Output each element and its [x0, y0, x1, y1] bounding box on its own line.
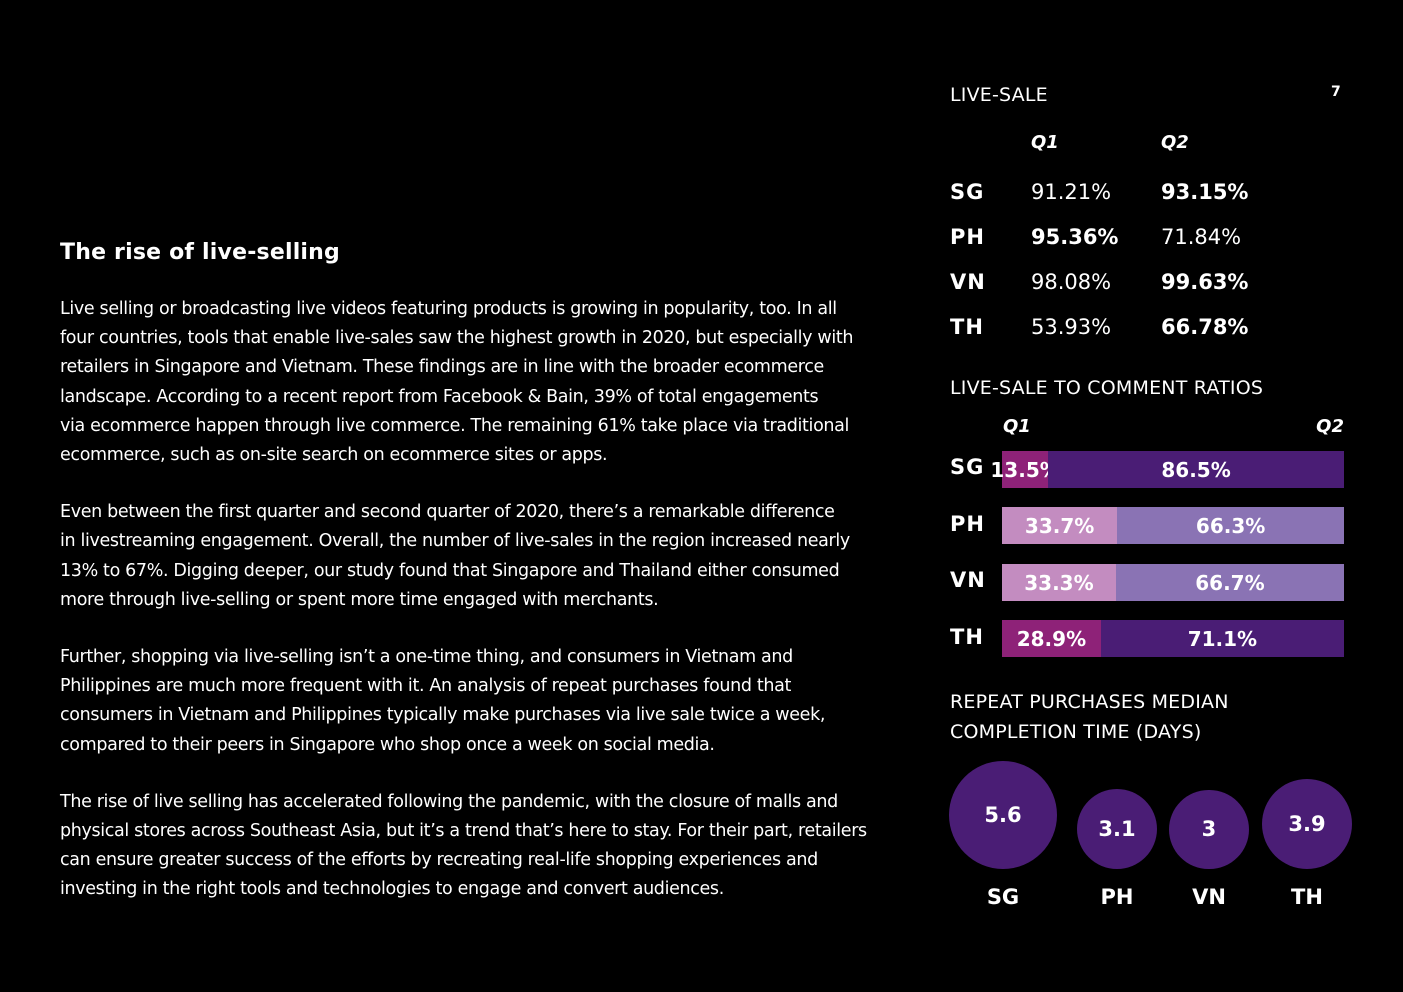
live-sale-sg-q2: 93.15% — [1161, 180, 1249, 204]
repeat-bubble-th: 3.9 — [1261, 778, 1353, 869]
repeat-bubble-vn: 3 — [1169, 789, 1249, 869]
repeat-label-vn: VN — [1192, 885, 1226, 909]
ratios-country-vn: VN — [950, 568, 986, 592]
article-title: The rise of live-selling — [60, 240, 340, 265]
live-sale-country-th: TH — [950, 315, 984, 339]
live-sale-vn-q1: 98.08% — [1031, 270, 1112, 294]
live-sale-th-q1: 53.93% — [1031, 315, 1112, 339]
live-sale-country-ph: PH — [950, 225, 985, 249]
live-sale-country-vn: VN — [950, 270, 986, 294]
ratio-segment-q2: 66.3% — [1117, 507, 1344, 544]
article-paragraph-1: Live selling or broadcasting live videos… — [60, 299, 854, 466]
repeat-label-ph: PH — [1100, 885, 1134, 909]
article-paragraph-2: Even between the first quarter and secon… — [60, 502, 850, 610]
live-sale-ph-q1: 95.36% — [1031, 225, 1119, 249]
ratios-country-ph: PH — [950, 512, 985, 536]
article: The rise of live-selling Live selling or… — [60, 240, 920, 933]
live-sale-header-q2: Q2 — [1161, 132, 1189, 153]
repeat-title: REPEAT PURCHASES MEDIAN COMPLETION TIME … — [950, 691, 1229, 743]
ratio-segment-q2: 86.5% — [1048, 451, 1344, 488]
ratio-bar-ph: 33.7% 66.3% — [1002, 507, 1344, 544]
repeat-bubble-sg: 5.6 — [949, 761, 1057, 869]
repeat-bubble-ph: 3.1 — [1076, 788, 1158, 869]
live-sale-country-sg: SG — [950, 180, 985, 204]
ratio-bar-vn: 33.3% 66.7% — [1002, 564, 1344, 601]
ratio-segment-q1: 33.7% — [1002, 507, 1118, 544]
page-number: 7 — [1331, 84, 1341, 100]
live-sale-header-q1: Q1 — [1031, 132, 1059, 153]
ratio-bar-sg: 13.5% 86.5% — [990, 451, 1344, 488]
repeat-label-th: TH — [1291, 885, 1323, 909]
article-paragraph-3: Further, shopping via live-selling isn’t… — [60, 647, 826, 755]
ratio-segment-q2: 71.1% — [1100, 620, 1344, 657]
ratios-header-q2: Q2 — [1316, 416, 1344, 437]
live-sale-vn-q2: 99.63% — [1161, 270, 1249, 294]
ratios-country-th: TH — [950, 625, 984, 649]
article-paragraph-4: The rise of live selling has accelerated… — [60, 791, 867, 900]
ratio-segment-q1: 28.9% — [1002, 620, 1101, 657]
ratio-segment-q1: 33.3% — [1002, 564, 1116, 601]
ratio-bar-th: 28.9% 71.1% — [1002, 620, 1344, 657]
repeat-label-sg: SG — [986, 885, 1020, 909]
live-sale-sg-q1: 91.21% — [1031, 180, 1112, 204]
live-sale-title: LIVE-SALE — [950, 84, 1048, 106]
ratios-country-sg: SG — [950, 455, 985, 479]
ratios-header-q1: Q1 — [1003, 416, 1031, 437]
live-sale-ph-q2: 71.84% — [1161, 225, 1242, 249]
live-sale-th-q2: 66.78% — [1161, 315, 1249, 339]
ratios-title: LIVE-SALE TO COMMENT RATIOS — [950, 377, 1264, 399]
ratio-segment-q1: 13.5% — [990, 451, 1060, 488]
ratio-segment-q2: 66.7% — [1115, 564, 1344, 601]
